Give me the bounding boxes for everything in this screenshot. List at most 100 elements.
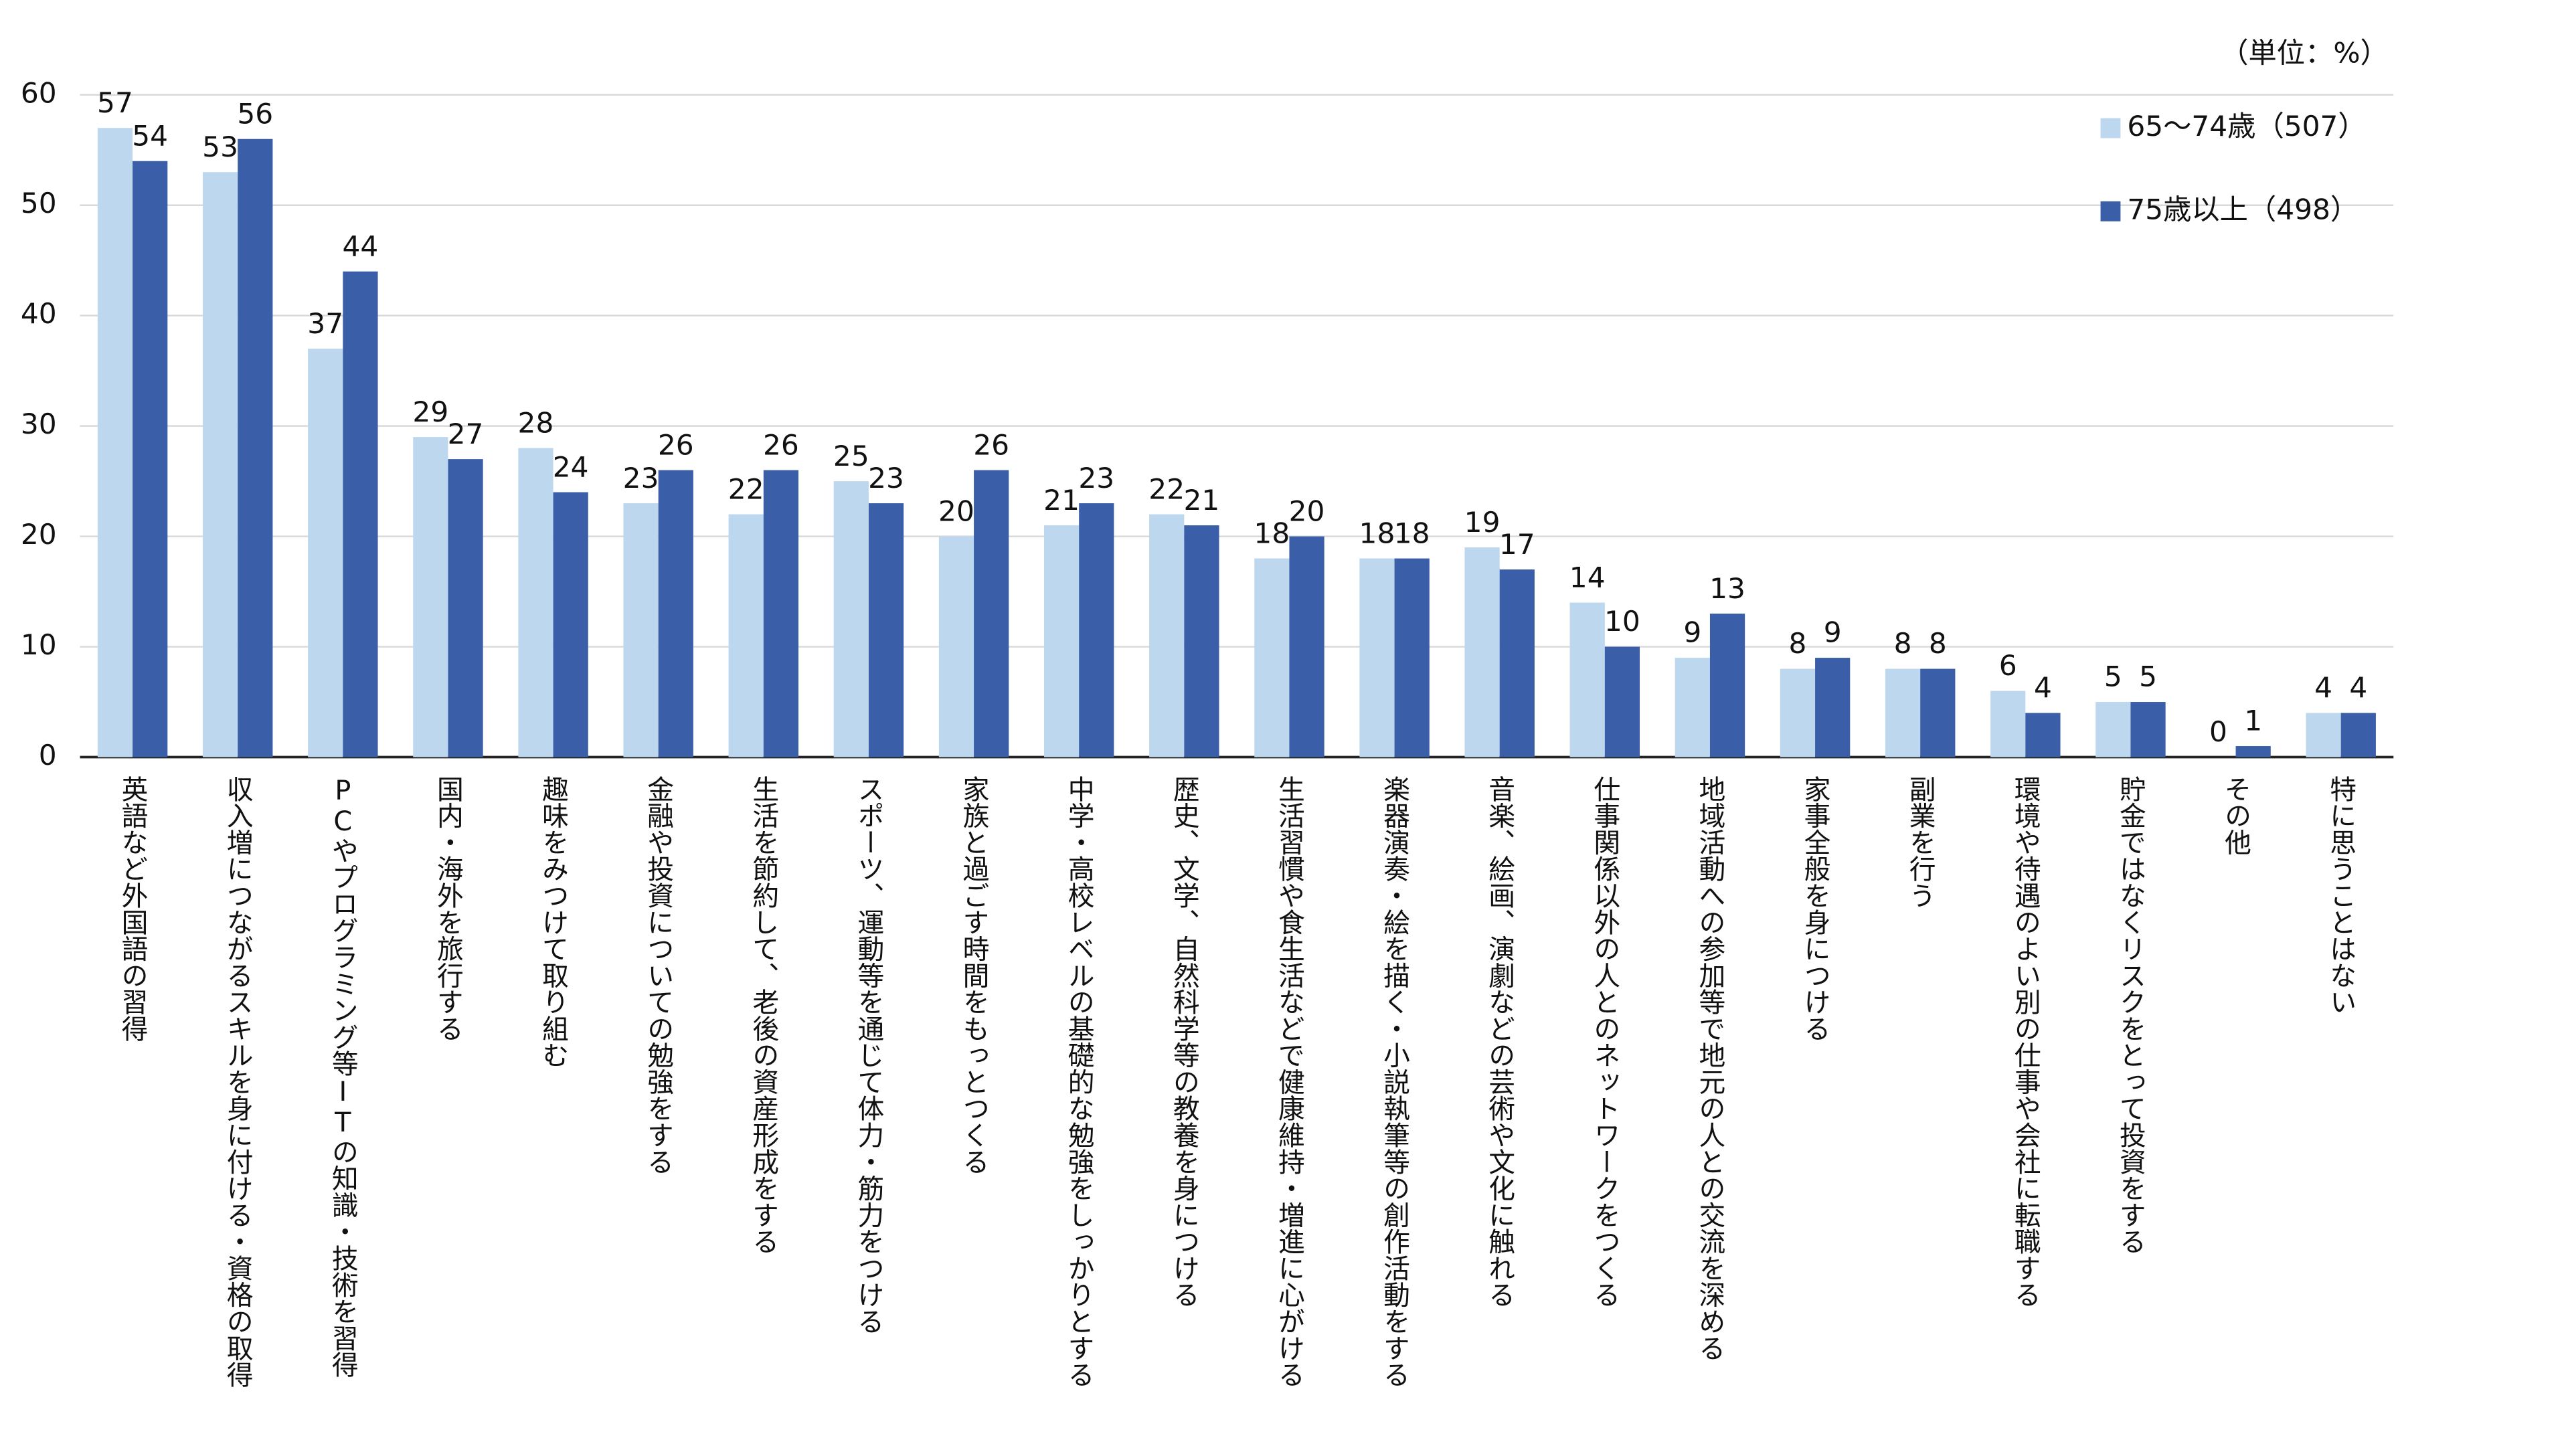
data-label: 37	[307, 307, 343, 340]
data-label: 4	[2314, 671, 2332, 704]
x-tick-label: 中学・高校レベルの基礎的な勉強をしっかりとする	[1063, 776, 1094, 1388]
bar	[413, 437, 448, 757]
x-tick-label: 生活を節約して、老後の資産形成をする	[748, 776, 779, 1255]
bar	[2306, 713, 2341, 757]
data-label: 5	[2139, 660, 2157, 693]
bar	[518, 448, 553, 757]
x-tick-label: 特に思うことはない	[2326, 776, 2357, 1015]
bar	[343, 271, 378, 757]
data-label: 14	[1569, 561, 1606, 594]
y-tick-label: 50	[21, 187, 57, 219]
data-label: 26	[763, 428, 799, 461]
data-label: 4	[2349, 671, 2367, 704]
x-tick-label: 環境や待遇のよい別の仕事や会社に転職する	[2010, 776, 2041, 1308]
y-tick-label: 10	[21, 628, 57, 661]
y-tick-label: 20	[21, 518, 57, 551]
bar	[728, 514, 764, 757]
legend-swatch	[2100, 118, 2121, 139]
data-label: 23	[1078, 462, 1114, 494]
data-label: 8	[1929, 627, 1947, 660]
bar	[1569, 602, 1605, 757]
bar	[1499, 569, 1535, 757]
x-tick-label: その他	[2221, 776, 2251, 855]
data-label: 20	[938, 494, 974, 527]
data-label: 25	[833, 440, 869, 472]
bar	[1920, 668, 1956, 757]
x-tick-label: 貯金ではなくリスクをとって投資をする	[2115, 776, 2146, 1255]
bar	[2095, 702, 2131, 757]
bar	[2130, 702, 2166, 757]
x-tick-label: 金融や投資についての勉強をする	[643, 776, 674, 1175]
x-tick-label: 楽器演奏・絵を描く・小説執筆等の創作活動をする	[1379, 776, 1410, 1388]
x-tick-label: 趣味をみつけて取り組む	[538, 776, 569, 1069]
bar	[1464, 547, 1500, 757]
data-label: 57	[97, 86, 133, 119]
bar	[1394, 558, 1430, 757]
bar	[133, 161, 168, 757]
x-tick-label: 英語など外国語の習得	[117, 776, 148, 1042]
bar	[938, 536, 974, 757]
bar	[1149, 514, 1185, 757]
data-label: 26	[658, 428, 694, 461]
data-label: 23	[868, 462, 904, 494]
data-label: 28	[518, 406, 554, 439]
x-tick-label: 副業を行う	[1905, 776, 1936, 909]
bar	[623, 503, 659, 757]
x-tick-label: 仕事関係以外の人とのネットワークをつくる	[1590, 776, 1620, 1308]
bar	[97, 128, 133, 757]
x-tick-label: スポーツ、運動等を通じて体力・筋力をつける	[853, 776, 884, 1334]
data-label: 19	[1464, 506, 1501, 539]
data-label: 5	[2104, 660, 2122, 693]
data-label: 9	[1683, 616, 1701, 649]
x-tick-label: 家事全般を身につける	[1800, 776, 1830, 1042]
bar	[1675, 658, 1710, 757]
bar	[553, 492, 588, 757]
bar	[1254, 558, 1290, 757]
data-label: 18	[1359, 517, 1395, 549]
data-label: 8	[1788, 627, 1806, 660]
bar	[238, 139, 273, 757]
data-label: 0	[2209, 715, 2227, 748]
x-tick-label: PCやプログラミング等ITの知識・技術を習得	[327, 776, 358, 1378]
bar	[833, 481, 869, 757]
bar	[1289, 536, 1324, 757]
data-label: 9	[1824, 616, 1842, 649]
y-tick-label: 30	[21, 407, 57, 440]
bar	[1709, 614, 1745, 757]
unit-annotation: （単位：%）	[2220, 37, 2389, 70]
legend-label: 65～74歳（507）	[2127, 110, 2366, 143]
data-label: 53	[202, 130, 238, 163]
bar	[202, 172, 238, 757]
legend-label: 75歳以上（498）	[2127, 193, 2359, 225]
bar	[448, 459, 483, 757]
bar	[308, 349, 343, 757]
bar	[1604, 646, 1640, 757]
bar	[2340, 713, 2376, 757]
data-label: 1	[2244, 705, 2262, 737]
data-label: 6	[1999, 649, 2017, 682]
data-label: 27	[448, 418, 484, 450]
x-tick-label: 収入増につながるスキルを身に付ける・資格の取得	[222, 776, 253, 1388]
data-label: 56	[237, 97, 273, 130]
y-tick-label: 60	[21, 76, 57, 109]
data-label: 22	[728, 472, 764, 505]
data-label: 18	[1254, 517, 1290, 549]
bar	[974, 470, 1009, 757]
x-tick-label: 国内・海外を旅行する	[432, 776, 463, 1042]
data-label: 10	[1604, 605, 1640, 638]
bar	[1359, 558, 1395, 757]
bar	[1885, 668, 1921, 757]
x-tick-label: 地域活動への参加等で地元の人との交流を深める	[1695, 776, 1725, 1361]
x-tick-label: 家族と過ごす時間をもっとつくる	[958, 776, 989, 1175]
data-label: 23	[623, 462, 659, 494]
bar	[1184, 525, 1219, 757]
data-label: 22	[1148, 472, 1185, 505]
bar	[1815, 658, 1851, 757]
data-label: 26	[973, 428, 1009, 461]
legend-swatch	[2100, 201, 2121, 221]
data-label: 8	[1894, 627, 1912, 660]
bar	[2235, 746, 2271, 757]
bar	[1780, 668, 1816, 757]
y-tick-label: 40	[21, 297, 57, 330]
